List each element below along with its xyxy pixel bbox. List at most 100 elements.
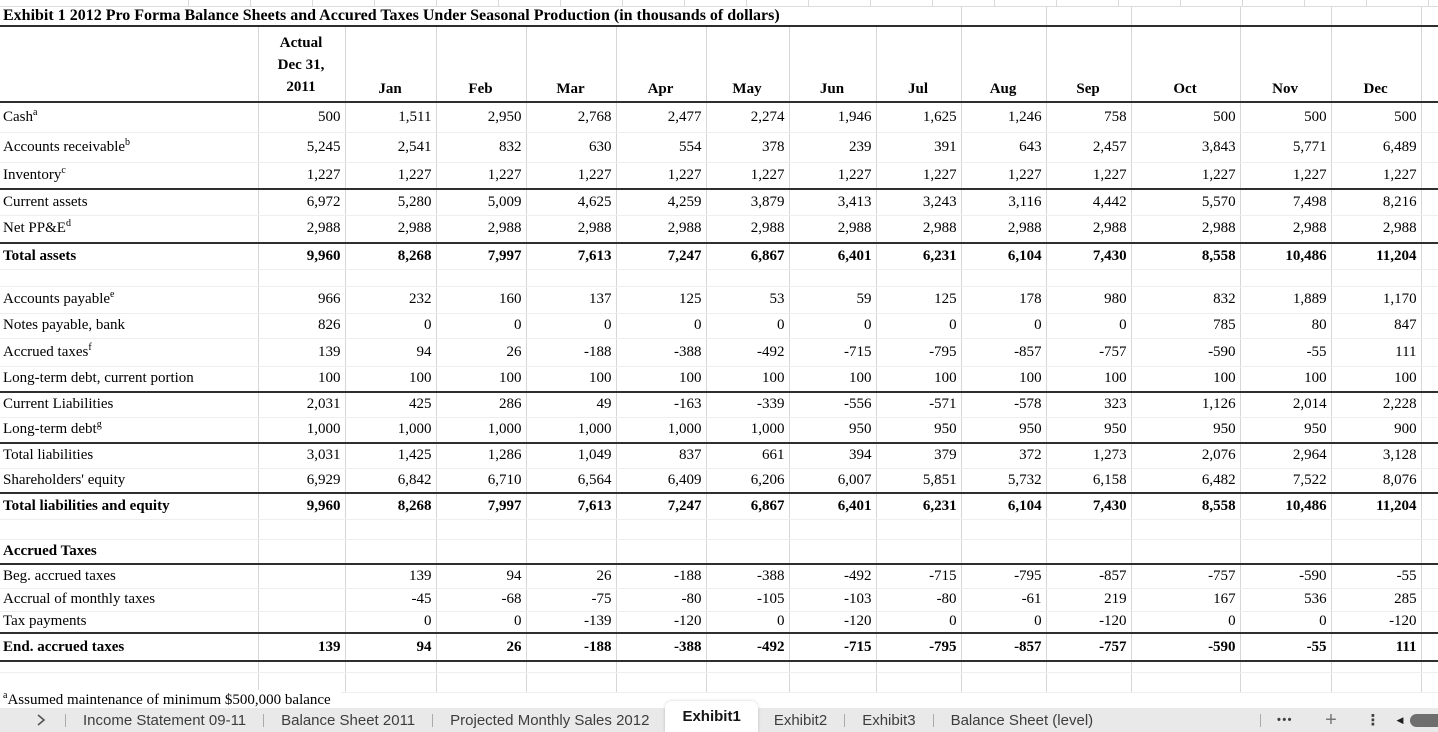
cell[interactable]: 2,274: [706, 102, 790, 133]
cell[interactable]: 1,227: [258, 162, 346, 190]
cell[interactable]: 379: [876, 442, 962, 469]
cell[interactable]: 7,247: [616, 492, 707, 520]
cell[interactable]: 980: [1046, 286, 1132, 314]
row-label[interactable]: Net PP&Ed: [0, 215, 259, 244]
cell[interactable]: [706, 661, 790, 673]
cell[interactable]: 137: [526, 286, 617, 314]
cell[interactable]: [1421, 188, 1438, 216]
cell[interactable]: [436, 661, 527, 673]
cell[interactable]: 59: [789, 286, 877, 314]
cell[interactable]: 1,286: [436, 442, 527, 469]
cell[interactable]: 167: [1131, 588, 1241, 612]
cell[interactable]: [345, 519, 437, 540]
cell[interactable]: -75: [526, 588, 617, 612]
cell[interactable]: 826: [258, 313, 346, 339]
cell[interactable]: 950: [1240, 417, 1332, 444]
cell[interactable]: [1421, 492, 1438, 520]
cell[interactable]: [1421, 611, 1438, 634]
cell[interactable]: 100: [1240, 366, 1332, 393]
cell[interactable]: -492: [789, 564, 877, 589]
cell[interactable]: 1,227: [706, 162, 790, 190]
cell[interactable]: -556: [789, 391, 877, 418]
cell[interactable]: [526, 672, 617, 693]
cell[interactable]: [526, 539, 617, 565]
sheet-tab-balance-sheet-2011[interactable]: Balance Sheet 2011: [281, 711, 416, 729]
cell[interactable]: 0: [961, 611, 1047, 634]
cell[interactable]: 950: [876, 417, 962, 444]
cell[interactable]: 0: [876, 313, 962, 339]
cell[interactable]: [1131, 519, 1241, 540]
cell[interactable]: [789, 539, 877, 565]
cell[interactable]: -857: [961, 338, 1047, 367]
cell[interactable]: [436, 539, 527, 565]
cell[interactable]: 1,946: [789, 102, 877, 133]
cell[interactable]: 6,231: [876, 242, 962, 270]
cell[interactable]: 2,076: [1131, 442, 1241, 469]
column-header-month[interactable]: May: [706, 26, 790, 103]
cell[interactable]: [1421, 632, 1438, 662]
cell[interactable]: 2,988: [961, 215, 1047, 244]
cell[interactable]: 2,988: [1131, 215, 1241, 244]
cell[interactable]: [1421, 417, 1438, 444]
cell[interactable]: [876, 672, 962, 693]
cell[interactable]: 1,227: [789, 162, 877, 190]
cell[interactable]: 950: [789, 417, 877, 444]
cell[interactable]: [0, 661, 259, 673]
cell[interactable]: 6,104: [961, 492, 1047, 520]
cell[interactable]: 2,988: [1331, 215, 1422, 244]
cell[interactable]: 2,988: [436, 215, 527, 244]
cell[interactable]: 7,498: [1240, 188, 1332, 216]
cell[interactable]: [1421, 366, 1438, 393]
row-label[interactable]: Long-term debtg: [0, 417, 259, 444]
cell[interactable]: -55: [1240, 632, 1332, 662]
cell[interactable]: 500: [1240, 102, 1332, 133]
cell[interactable]: 26: [436, 338, 527, 367]
cell[interactable]: 8,268: [345, 492, 437, 520]
cell[interactable]: 7,613: [526, 242, 617, 270]
cell[interactable]: 7,247: [616, 242, 707, 270]
cell[interactable]: 100: [526, 366, 617, 393]
cell[interactable]: 5,570: [1131, 188, 1241, 216]
cell[interactable]: 2,014: [1240, 391, 1332, 418]
tab-scroll-right-button[interactable]: [18, 708, 64, 732]
cell[interactable]: 5,009: [436, 188, 527, 216]
cell[interactable]: -795: [876, 632, 962, 662]
cell[interactable]: 847: [1331, 313, 1422, 339]
cell[interactable]: -492: [706, 632, 790, 662]
row-label[interactable]: Notes payable, bank: [0, 313, 259, 339]
cell[interactable]: 239: [789, 132, 877, 163]
cell[interactable]: [258, 539, 346, 565]
cell[interactable]: [436, 269, 527, 287]
cell[interactable]: [961, 539, 1047, 565]
cell[interactable]: 378: [706, 132, 790, 163]
cell[interactable]: -590: [1131, 338, 1241, 367]
more-sheets-icon[interactable]: •••: [1276, 714, 1294, 726]
cell[interactable]: -388: [706, 564, 790, 589]
cell[interactable]: [706, 519, 790, 540]
cell[interactable]: -120: [1046, 611, 1132, 634]
cell[interactable]: [345, 672, 437, 693]
cell[interactable]: -388: [616, 338, 707, 367]
column-header-month[interactable]: Mar: [526, 26, 617, 103]
cell[interactable]: 0: [436, 313, 527, 339]
cell[interactable]: 2,988: [258, 215, 346, 244]
cell[interactable]: 1,000: [616, 417, 707, 444]
cell[interactable]: 1,126: [1131, 391, 1241, 418]
add-sheet-icon[interactable]: +: [1325, 708, 1337, 731]
cell[interactable]: 2,988: [789, 215, 877, 244]
cell[interactable]: [1240, 539, 1332, 565]
cell[interactable]: 178: [961, 286, 1047, 314]
cell[interactable]: 1,000: [526, 417, 617, 444]
cell[interactable]: -590: [1131, 632, 1241, 662]
cell[interactable]: 1,000: [345, 417, 437, 444]
column-header-month[interactable]: Jun: [789, 26, 877, 103]
cell[interactable]: 8,076: [1331, 468, 1422, 494]
cell[interactable]: [1046, 7, 1132, 27]
cell[interactable]: 111: [1331, 338, 1422, 367]
cell[interactable]: [1421, 661, 1438, 673]
row-label[interactable]: Shareholders' equity: [0, 468, 259, 494]
cell[interactable]: 0: [436, 611, 527, 634]
row-label[interactable]: Tax payments: [0, 611, 259, 634]
cell[interactable]: 785: [1131, 313, 1241, 339]
cell[interactable]: 100: [961, 366, 1047, 393]
